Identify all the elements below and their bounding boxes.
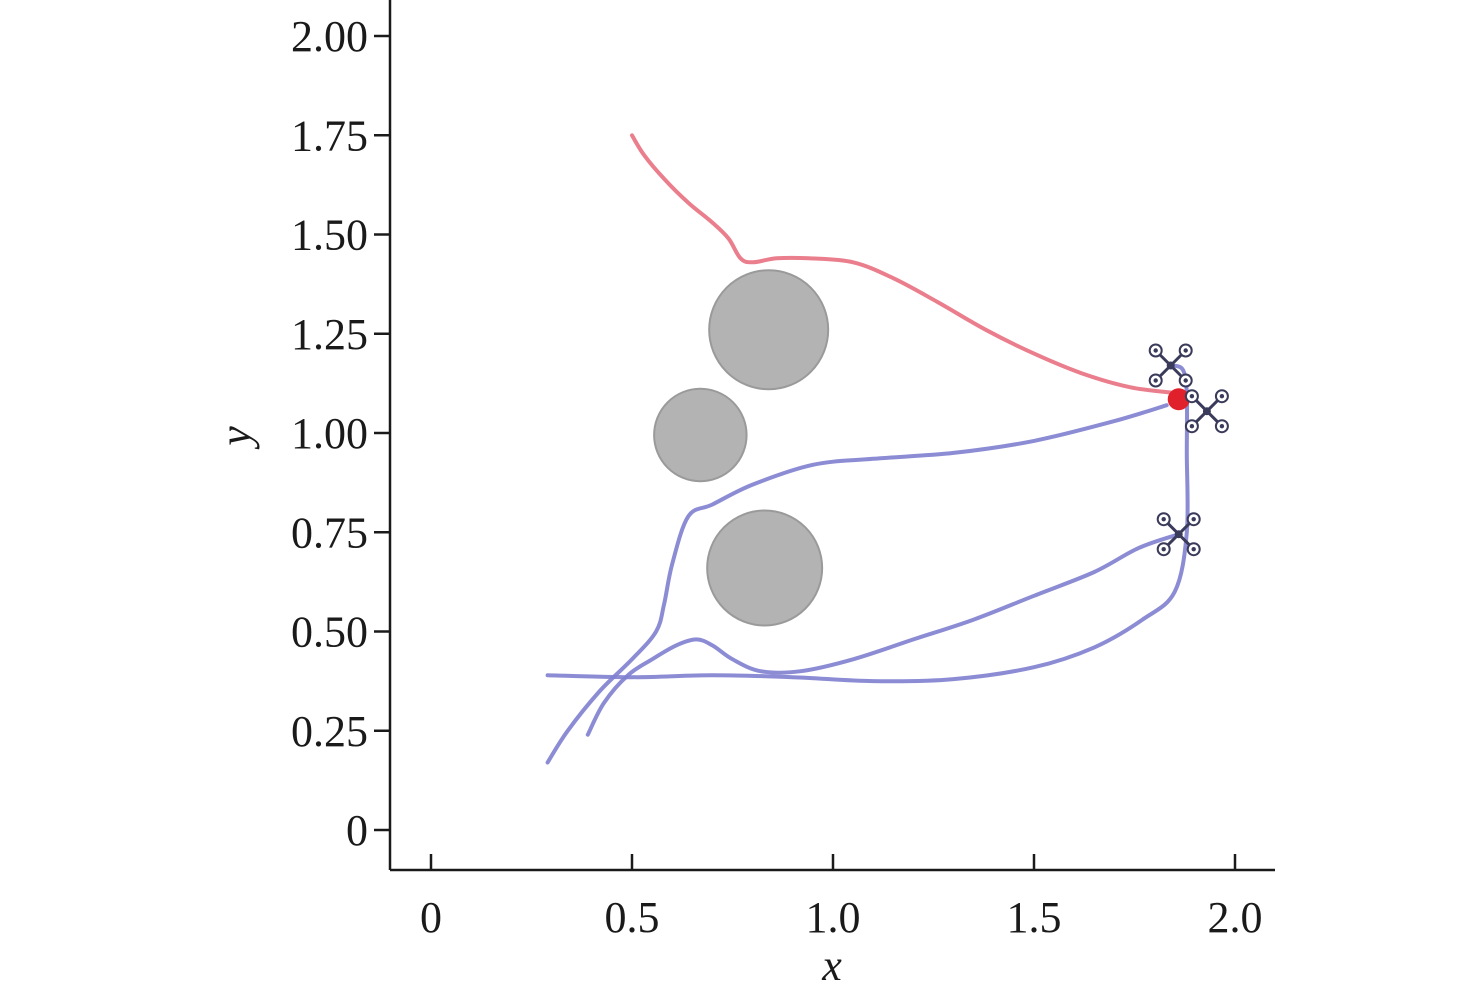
y-tick-label: 2.00: [291, 12, 368, 61]
y-tick-label: 1.50: [291, 211, 368, 260]
follower-trajectory: [545, 363, 1190, 684]
y-tick-label: 1.00: [291, 409, 368, 458]
x-tick-label: 2.0: [1208, 893, 1263, 942]
obstacle: [706, 509, 824, 627]
x-tick-label: 0.5: [605, 893, 660, 942]
quadrotor-icon: [1156, 512, 1201, 557]
x-tick-label: 1.0: [806, 893, 861, 942]
ticks: 0 0.25 0.50 0.75 1.00 1.25 1.50 1.75 2.00 0 0.5 1.0…: [291, 12, 1263, 942]
y-tick-label: 0.75: [291, 508, 368, 557]
leader-trajectory: [630, 133, 1181, 396]
quadrotor-icon: [1184, 389, 1229, 434]
y-tick-label: 1.75: [291, 111, 368, 160]
plot-area: [545, 133, 1229, 765]
x-tick-label: 0: [420, 893, 442, 942]
obstacle: [653, 387, 748, 483]
axes: [388, 0, 1275, 872]
y-axis-label: y: [211, 426, 260, 450]
y-tick-label: 1.25: [291, 310, 368, 359]
obstacle: [708, 269, 830, 391]
target-point: [1167, 388, 1190, 411]
y-tick-label: 0: [346, 806, 368, 855]
quadrotor-icon: [1148, 343, 1193, 388]
follower-trajectory: [585, 532, 1181, 737]
y-tick-label: 0.25: [291, 707, 368, 756]
x-axis-label: x: [821, 941, 842, 990]
x-tick-label: 1.5: [1007, 893, 1062, 942]
y-tick-label: 0.50: [291, 608, 368, 657]
follower-trajectory: [545, 403, 1169, 765]
